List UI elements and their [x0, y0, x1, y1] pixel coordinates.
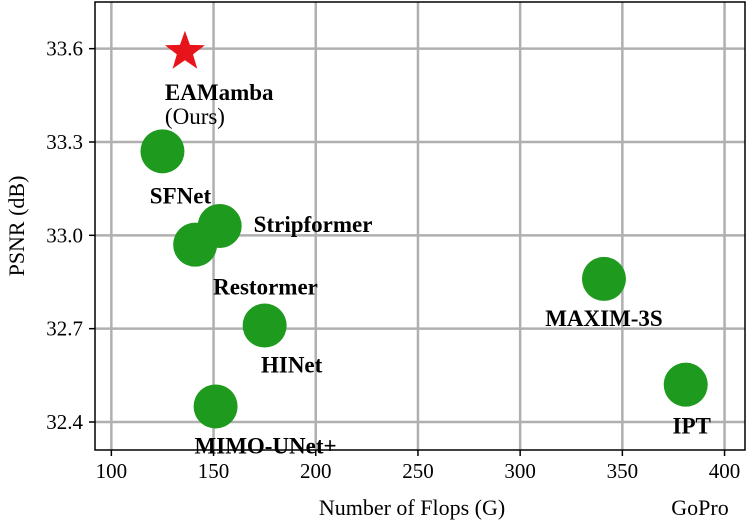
label-eamamba: EAMamba — [165, 80, 274, 105]
point-mimo-unet — [193, 384, 238, 429]
y-tick-label: 32.4 — [46, 410, 83, 434]
label-mimo-unet: MIMO-UNet+ — [195, 433, 337, 458]
plot-frame — [94, 1, 746, 451]
x-tick-label: 350 — [607, 459, 639, 483]
sublabel-eamamba: (Ours) — [165, 104, 225, 129]
point-maxim-3s — [581, 256, 626, 301]
x-ticks: 100 150 200 250 300 350 400 — [96, 450, 741, 483]
point-restormer — [173, 222, 218, 267]
y-tick-label: 33.0 — [46, 223, 83, 247]
point-eamamba-star — [164, 30, 205, 69]
y-axis-label: PSNR (dB) — [4, 176, 29, 277]
label-maxim-3s: MAXIM-3S — [545, 306, 663, 331]
x-tick-label: 300 — [504, 459, 536, 483]
x-tick-label: 250 — [402, 459, 434, 483]
point-hinet — [242, 303, 287, 348]
point-sfnet — [140, 129, 185, 174]
label-ipt: IPT — [673, 414, 711, 439]
data-points — [140, 30, 708, 429]
y-tick-label: 33.6 — [46, 37, 83, 61]
grid-lines — [95, 2, 745, 450]
label-hinet: HINet — [261, 353, 323, 378]
x-tick-label: 150 — [198, 459, 230, 483]
x-tick-label: 200 — [300, 459, 332, 483]
label-stripformer: Stripformer — [254, 212, 373, 237]
label-restormer: Restormer — [213, 275, 318, 300]
x-tick-label: 400 — [709, 459, 741, 483]
point-labels: EAMamba(Ours) SFNet Stripformer Restormer HI… — [150, 80, 711, 459]
y-tick-label: 33.3 — [46, 130, 83, 154]
x-tick-label: 100 — [96, 459, 128, 483]
dataset-caption: GoPro — [671, 495, 728, 520]
x-axis-label: Number of Flops (G) — [319, 495, 505, 520]
y-ticks: 32.4 32.7 33.0 33.3 33.6 — [46, 37, 95, 434]
label-sfnet: SFNet — [150, 183, 212, 208]
point-ipt — [663, 362, 708, 407]
y-tick-label: 32.7 — [46, 317, 83, 341]
